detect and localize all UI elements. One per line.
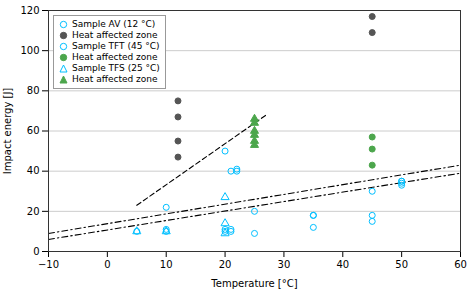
svg-text:100: 100	[20, 45, 39, 56]
svg-text:0: 0	[104, 259, 110, 270]
svg-text:60: 60	[27, 125, 40, 136]
html-text:Heat affected zone: Heat affected zone	[72, 30, 158, 40]
svg-text:30: 30	[278, 259, 291, 270]
html-text:Sample TFT (45 °C): Sample TFT (45 °C)	[72, 41, 160, 51]
svg-text:−10: −10	[38, 259, 59, 270]
svg-text:50: 50	[395, 259, 408, 270]
html-text:Heat affected zone: Heat affected zone	[72, 74, 158, 84]
svg-text:0: 0	[33, 246, 39, 257]
svg-text:80: 80	[27, 85, 40, 96]
svg-text:Impact energy [J]: Impact energy [J]	[2, 88, 13, 175]
svg-text:40: 40	[336, 259, 349, 270]
html-text:Sample AV (12 °C): Sample AV (12 °C)	[72, 19, 156, 29]
svg-text:40: 40	[27, 165, 40, 176]
svg-text:20: 20	[27, 206, 40, 217]
html-text:Heat affected zone: Heat affected zone	[72, 52, 158, 62]
html-text:Sample TFS (25 °C): Sample TFS (25 °C)	[72, 63, 160, 73]
svg-text:20: 20	[219, 259, 232, 270]
svg-text:60: 60	[454, 259, 467, 270]
svg-text:10: 10	[160, 259, 173, 270]
svg-text:120: 120	[20, 5, 39, 16]
svg-text:Temperature [°C]: Temperature [°C]	[210, 278, 297, 289]
